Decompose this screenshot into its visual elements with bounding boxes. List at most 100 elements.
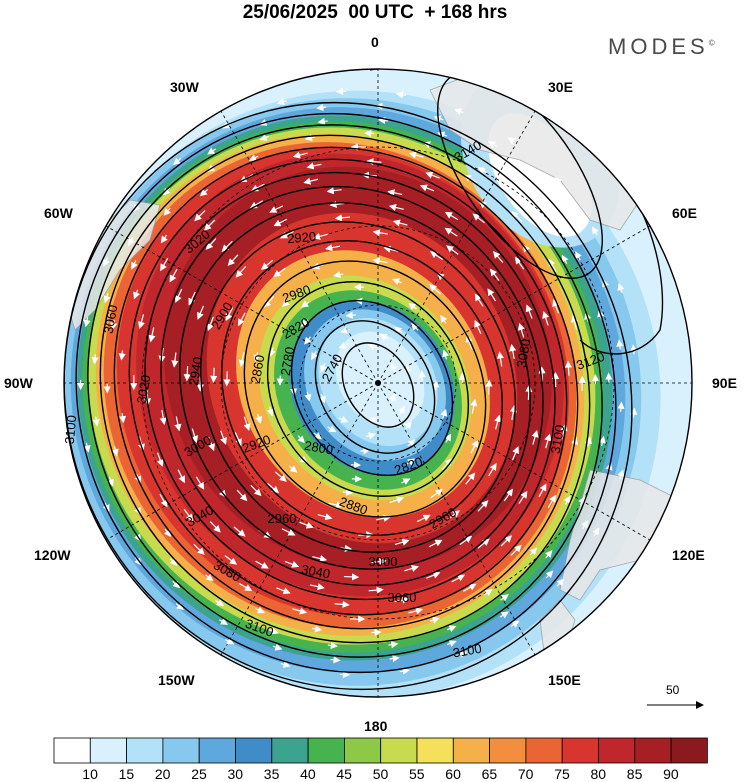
wind-vector-86 (312, 232, 328, 240)
wind-vector-182 (552, 299, 560, 314)
wind-vector-164 (518, 490, 528, 504)
contour-label-1: 2780 (278, 346, 298, 377)
wind-vector-199 (292, 151, 308, 159)
wind-vector-315 (457, 650, 468, 658)
wind-vector-192 (159, 493, 168, 508)
contour-label-15: 3000 (369, 554, 398, 569)
wind-vector-65 (375, 514, 391, 522)
colorbar-label-90: 90 (663, 766, 679, 782)
wind-vector-292 (172, 580, 181, 589)
wind-vector-228 (561, 254, 569, 264)
wind-vector-48 (333, 271, 344, 279)
meridian-300 (105, 225, 379, 384)
wind-vector-17 (360, 447, 371, 455)
colorbar-label-60: 60 (445, 766, 461, 782)
wind-vector-117 (227, 254, 239, 266)
wind-vector-109 (447, 510, 460, 520)
colorbar-swatch-9 (380, 737, 418, 764)
wind-vector-99 (207, 316, 214, 332)
colorbar-swatch-2 (126, 737, 164, 764)
wind-vector-191 (193, 543, 205, 556)
wind-vector-215 (163, 528, 172, 538)
wind-vector-135 (221, 240, 233, 253)
colorbar-swatch-4 (198, 737, 236, 764)
contour-label-2: 2800 (303, 438, 334, 458)
wind-vector-320 (175, 602, 184, 611)
wind-vector-258 (545, 550, 553, 559)
wind-vector-187 (451, 574, 466, 583)
colorbar-label-45: 45 (336, 766, 352, 782)
wind-vector-138 (387, 189, 403, 197)
contour-label-20: 3060 (101, 304, 121, 335)
wind-vector-245 (163, 207, 171, 216)
wind-vector-95 (281, 528, 296, 536)
colorbar-swatch-5 (235, 737, 273, 764)
wind-vector-262 (327, 641, 338, 650)
wind-vector-299 (173, 157, 182, 166)
colorbar-swatch-11 (452, 737, 490, 764)
wind-vector-130 (233, 526, 246, 537)
wind-vector-110 (394, 538, 410, 546)
wind-vector-151 (159, 409, 167, 426)
wind-vector-123 (517, 322, 525, 338)
wind-vector-284 (581, 520, 588, 530)
colorbar-swatch-10 (416, 737, 454, 764)
wind-vector-268 (91, 354, 99, 365)
wind-vector-55 (274, 471, 287, 482)
wind-vector-177 (306, 162, 322, 170)
wind-vector-14 (379, 333, 389, 341)
wind-vector-5 (338, 342, 349, 349)
colorbar-label-35: 35 (263, 766, 280, 782)
wind-vector-24 (407, 439, 416, 447)
wind-vector-161 (542, 311, 550, 326)
colorbar-swatch-3 (162, 737, 200, 764)
wind-vector-267 (92, 416, 100, 427)
wind-vector-45 (255, 413, 262, 424)
wind-vector-167 (368, 586, 384, 594)
wind-vector-13 (340, 326, 351, 334)
meridian-210 (220, 382, 379, 656)
wind-vector-11 (304, 391, 312, 402)
wind-vector-277 (487, 141, 498, 148)
lon-label-150e: 150E (548, 672, 581, 688)
wind-vector-54 (328, 501, 344, 509)
wind-vector-111 (312, 555, 328, 563)
wind-vector-186 (500, 535, 512, 547)
wind-vector-308 (617, 283, 625, 293)
wind-vector-233 (529, 547, 538, 556)
wind-vector-269 (103, 293, 111, 304)
wind-vector-150 (177, 469, 185, 484)
contour-label-24: 3100 (62, 415, 79, 445)
wind-vector-301 (276, 98, 287, 106)
wind-vector-68 (234, 432, 242, 447)
wind-vector-103 (392, 219, 408, 227)
wind-vector-216 (134, 473, 142, 484)
wind-vector-102 (334, 214, 350, 222)
colorbar-label-55: 55 (409, 766, 425, 782)
wind-speed-shading (64, 69, 692, 697)
wind-vector-145 (459, 535, 473, 546)
wind-vector-160 (514, 256, 525, 270)
wind-vector-81 (250, 484, 262, 497)
wind-vector-43 (342, 488, 354, 496)
contour-label-5: 2860 (248, 354, 268, 385)
wind-vector-77 (470, 439, 478, 454)
wind-vector-165 (477, 538, 490, 549)
wind-vector-168 (309, 583, 325, 591)
wind-vector-195 (137, 314, 145, 329)
wind-vector-286 (499, 611, 509, 619)
wind-vector-87 (372, 229, 388, 237)
wind-vector-9 (365, 432, 376, 440)
wind-vector-66 (317, 513, 333, 521)
wind-vector-104 (446, 245, 459, 255)
contour-3 (266, 281, 470, 497)
wind-vector-26 (297, 435, 305, 444)
wind-vector-46 (253, 351, 261, 363)
wind-vector-250 (437, 131, 448, 139)
wind-vector-16 (404, 421, 412, 430)
colorbar-swatch-17 (670, 737, 708, 764)
wind-vector-73 (383, 245, 399, 253)
colorbar-swatch-7 (307, 737, 345, 764)
wind-vector-49 (392, 278, 402, 285)
wind-vector-290 (272, 643, 283, 651)
